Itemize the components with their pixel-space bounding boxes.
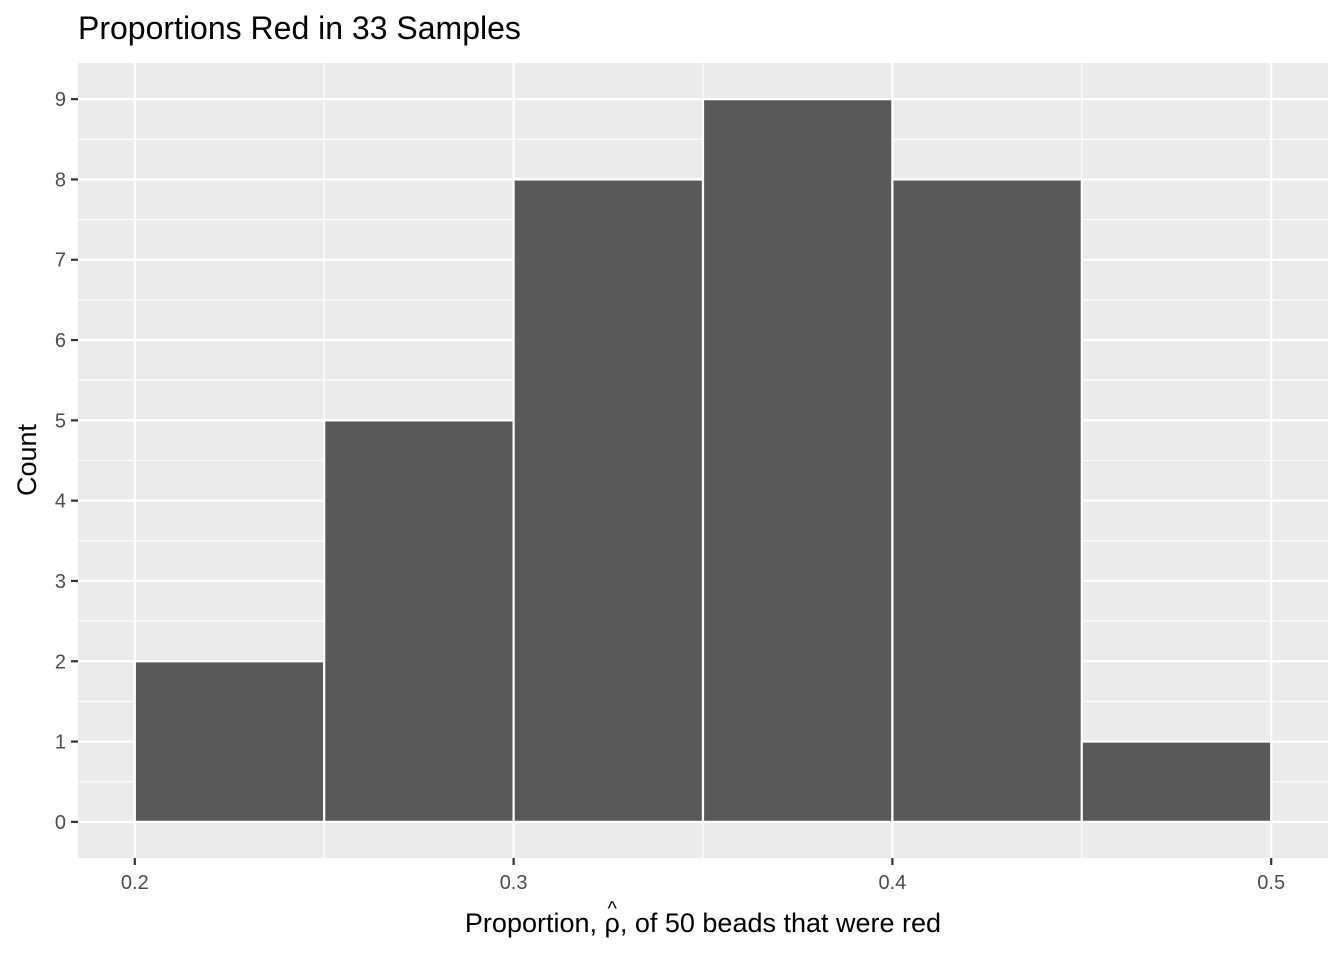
x-tick-label: 0.5 xyxy=(1257,872,1285,894)
y-tick-label: 9 xyxy=(55,89,66,111)
y-tick-label: 1 xyxy=(55,732,66,754)
x-axis-title-symbol: ρ xyxy=(605,908,620,938)
histogram-bar xyxy=(512,178,705,823)
x-axis: 0.2 0.3 0.4 0.5 xyxy=(121,858,1285,894)
histogram-bar xyxy=(891,178,1083,823)
svg-text:Proportion, ρ, of 50 beads tha: Proportion, ρ, of 50 beads that were red xyxy=(465,908,941,938)
x-axis-title-prefix: Proportion, xyxy=(465,908,605,938)
y-tick-label: 3 xyxy=(55,571,66,593)
y-tick-label: 5 xyxy=(55,410,66,432)
y-tick-label: 0 xyxy=(55,812,66,834)
histogram-bar xyxy=(701,98,894,823)
histogram-bar xyxy=(323,419,515,823)
y-axis-title: Count xyxy=(12,423,42,496)
x-axis-title: Proportion, ρ, of 50 beads that were red… xyxy=(465,898,941,938)
x-tick-label: 0.4 xyxy=(878,872,906,894)
x-axis-title-suffix: , of 50 beads that were red xyxy=(620,908,941,938)
y-tick-label: 4 xyxy=(55,491,66,513)
histogram-bar xyxy=(1080,740,1273,823)
x-tick-label: 0.2 xyxy=(121,872,149,894)
histogram-bars xyxy=(133,98,1273,823)
y-axis: 0 1 2 3 4 5 6 7 8 9 xyxy=(55,89,78,834)
x-tick-label: 0.3 xyxy=(500,872,528,894)
y-tick-label: 8 xyxy=(55,169,66,191)
histogram-bar xyxy=(133,660,326,823)
y-tick-label: 2 xyxy=(55,651,66,673)
y-tick-label: 6 xyxy=(55,330,66,352)
chart-title: Proportions Red in 33 Samples xyxy=(78,10,521,46)
y-tick-label: 7 xyxy=(55,250,66,272)
x-axis-title-accent: ^ xyxy=(607,898,617,920)
